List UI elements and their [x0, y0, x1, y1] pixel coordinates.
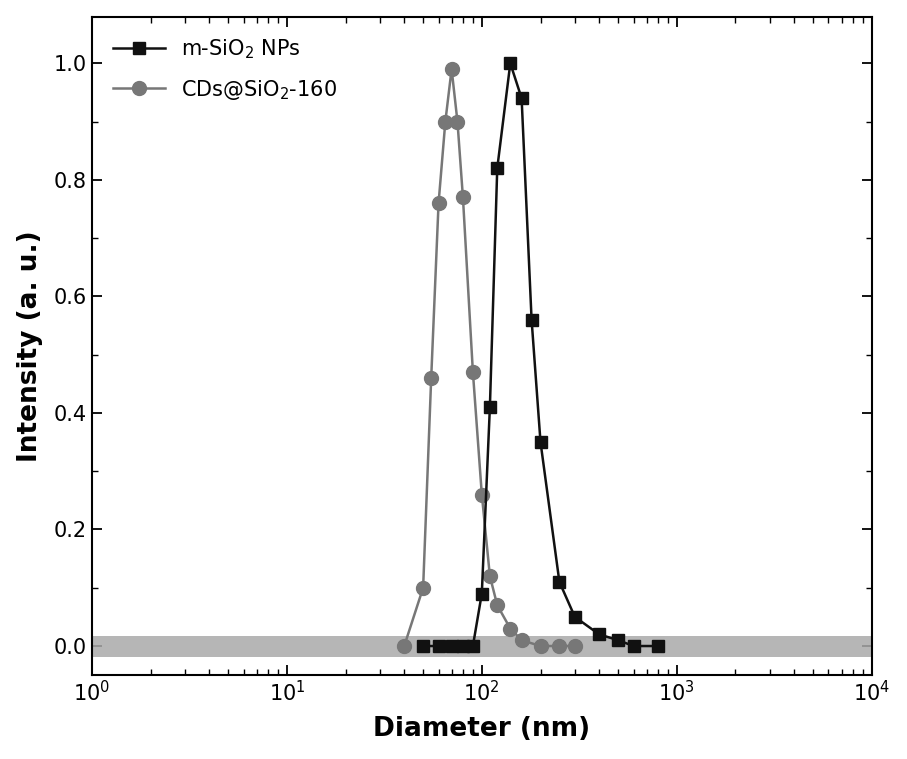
- m-SiO$_2$ NPs: [570, 613, 580, 622]
- m-SiO$_2$ NPs: [526, 315, 537, 324]
- Legend: m-SiO$_2$ NPs, CDs@SiO$_2$-160: m-SiO$_2$ NPs, CDs@SiO$_2$-160: [102, 27, 348, 112]
- CDs@SiO$_2$-160: [434, 199, 444, 208]
- m-SiO$_2$ NPs: [554, 578, 565, 587]
- m-SiO$_2$ NPs: [505, 58, 516, 68]
- CDs@SiO$_2$-160: [516, 635, 527, 644]
- Line: CDs@SiO$_2$-160: CDs@SiO$_2$-160: [397, 62, 581, 653]
- m-SiO$_2$ NPs: [484, 402, 495, 411]
- m-SiO$_2$ NPs: [476, 589, 487, 598]
- CDs@SiO$_2$-160: [446, 65, 457, 74]
- CDs@SiO$_2$-160: [399, 641, 410, 650]
- CDs@SiO$_2$-160: [484, 572, 495, 581]
- m-SiO$_2$ NPs: [652, 641, 663, 650]
- m-SiO$_2$ NPs: [467, 641, 478, 650]
- CDs@SiO$_2$-160: [457, 193, 468, 202]
- m-SiO$_2$ NPs: [612, 635, 623, 644]
- Bar: [92, 635, 872, 657]
- m-SiO$_2$ NPs: [594, 630, 605, 639]
- CDs@SiO$_2$-160: [554, 641, 565, 650]
- m-SiO$_2$ NPs: [418, 641, 429, 650]
- m-SiO$_2$ NPs: [535, 437, 546, 446]
- CDs@SiO$_2$-160: [452, 117, 463, 126]
- m-SiO$_2$ NPs: [628, 641, 639, 650]
- Y-axis label: Intensity (a. u.): Intensity (a. u.): [16, 230, 43, 461]
- CDs@SiO$_2$-160: [467, 367, 478, 376]
- m-SiO$_2$ NPs: [492, 164, 502, 173]
- CDs@SiO$_2$-160: [476, 490, 487, 499]
- m-SiO$_2$ NPs: [516, 93, 527, 102]
- m-SiO$_2$ NPs: [457, 641, 468, 650]
- CDs@SiO$_2$-160: [505, 624, 516, 633]
- CDs@SiO$_2$-160: [425, 373, 436, 383]
- CDs@SiO$_2$-160: [535, 641, 546, 650]
- CDs@SiO$_2$-160: [418, 583, 429, 592]
- CDs@SiO$_2$-160: [570, 641, 580, 650]
- CDs@SiO$_2$-160: [440, 117, 451, 126]
- CDs@SiO$_2$-160: [492, 600, 502, 609]
- m-SiO$_2$ NPs: [434, 641, 444, 650]
- Line: m-SiO$_2$ NPs: m-SiO$_2$ NPs: [417, 57, 664, 652]
- m-SiO$_2$ NPs: [446, 641, 457, 650]
- X-axis label: Diameter (nm): Diameter (nm): [374, 716, 590, 742]
